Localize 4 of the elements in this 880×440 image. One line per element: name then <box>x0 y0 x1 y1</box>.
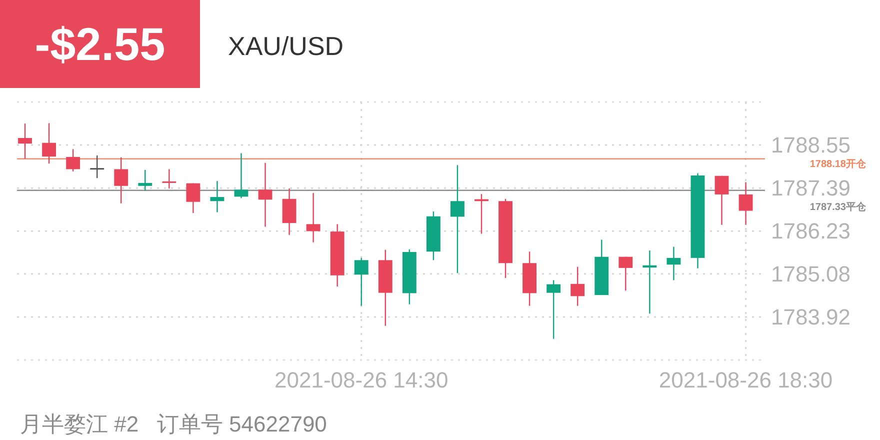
chart-subtitle: -$2.55 <box>34 18 166 70</box>
note: 月半婺江 #2 订单号 54622790 <box>20 412 327 436</box>
chart-title: XAU/USD <box>228 31 344 61</box>
badge: -$2.55 <box>0 0 200 88</box>
